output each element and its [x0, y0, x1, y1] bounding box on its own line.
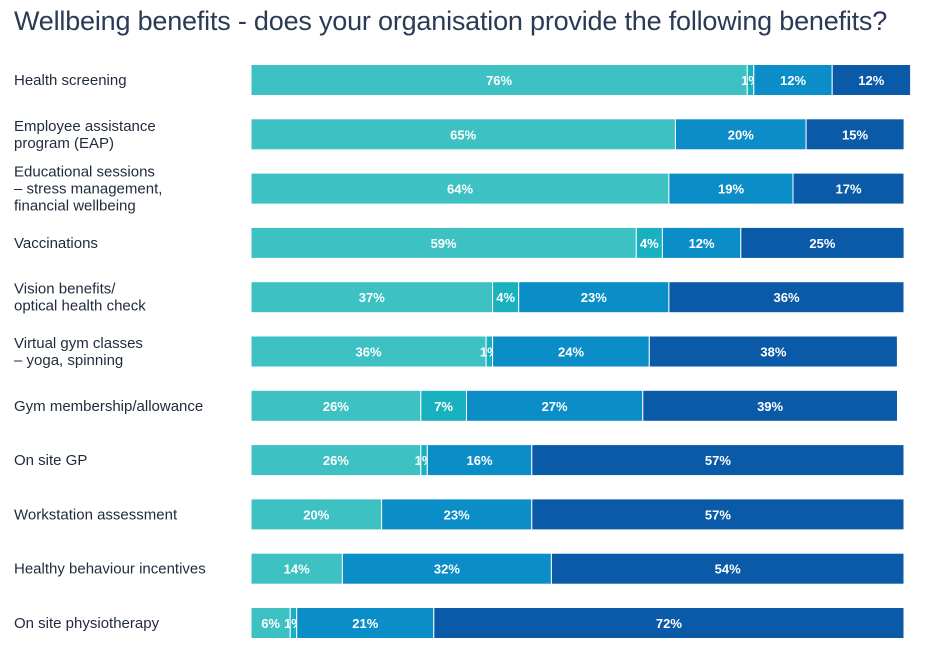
data-label: 76%: [486, 73, 512, 88]
row-label-line: On site physiotherapy: [14, 615, 160, 632]
data-label: 21%: [352, 616, 378, 631]
row-label: On site physiotherapy: [14, 615, 160, 632]
bar-segment: [531, 444, 905, 477]
bar-segment: [296, 607, 435, 639]
row-label: Workstation assessment: [14, 506, 178, 523]
data-label: 4%: [496, 290, 515, 305]
bar-segment: [250, 226, 637, 259]
bar-segment: [831, 64, 912, 96]
row-label: Healthy behaviour incentives: [14, 561, 206, 578]
bar-segment: [250, 607, 291, 639]
data-label: 59%: [431, 236, 457, 251]
data-label: 24%: [558, 345, 584, 360]
data-label: 54%: [715, 562, 741, 577]
row-labels: Health screening Employee assistance progr…: [14, 72, 206, 632]
data-label: 65%: [450, 127, 476, 142]
data-label: 26%: [323, 453, 349, 468]
bar-segment: [753, 64, 833, 96]
bar-segment: [518, 281, 670, 314]
row-label-line: Employee assistance: [14, 118, 156, 135]
bar-segment: [433, 607, 905, 639]
bar-segment: [250, 172, 670, 205]
data-label: 12%: [689, 236, 715, 251]
bar-segment: [492, 281, 520, 314]
bar-segment: [250, 64, 748, 96]
data-label: 16%: [466, 453, 492, 468]
row-label-line: Healthy behaviour incentives: [14, 561, 206, 578]
bar-segment: [792, 172, 905, 205]
row-label-line: Workstation assessment: [14, 506, 178, 523]
bar-segment: [420, 389, 467, 422]
bar-segment: [675, 118, 807, 151]
bar-segment: [426, 444, 533, 477]
row-label-line: Vision benefits/: [14, 281, 116, 298]
bar-segment: [740, 226, 905, 259]
bar-segment: [635, 226, 663, 259]
data-label: 36%: [355, 345, 381, 360]
row-label-line: – yoga, spinning: [14, 352, 123, 369]
data-label: 72%: [656, 616, 682, 631]
row-label-line: – stress management,: [14, 181, 162, 198]
data-label: 57%: [705, 507, 731, 522]
row-label-line: optical health check: [14, 298, 146, 315]
bars: 76% 1% 12% 12%65% 20% 15%64% 19% 17%59% 4% 12% 25%…: [250, 64, 912, 639]
data-label: 37%: [359, 290, 385, 305]
row-label: Vaccinations: [14, 235, 98, 252]
bar-segment: [250, 552, 343, 585]
row-label: Health screening: [14, 72, 127, 89]
row-label-line: On site GP: [14, 452, 87, 469]
data-label: 38%: [760, 345, 786, 360]
data-label: 27%: [542, 399, 568, 414]
data-label: 17%: [835, 182, 861, 197]
bar-segment: [550, 552, 905, 585]
data-label: 64%: [447, 182, 473, 197]
row-label: Employee assistance program (EAP): [14, 118, 156, 152]
row-label-line: Health screening: [14, 72, 127, 89]
chart-title: Wellbeing benefits - does your organisat…: [14, 6, 888, 36]
bar-segment: [250, 498, 383, 531]
data-label: 26%: [323, 399, 349, 414]
bar-segment: [805, 118, 905, 151]
bar-segment: [648, 335, 898, 368]
data-label: 7%: [434, 399, 453, 414]
data-label: 19%: [718, 182, 744, 197]
bar-segment: [668, 281, 905, 314]
row-label-line: Virtual gym classes: [14, 335, 143, 352]
row-label-line: Vaccinations: [14, 235, 98, 252]
data-label: 12%: [780, 73, 806, 88]
data-label: 20%: [303, 507, 329, 522]
data-label: 39%: [757, 399, 783, 414]
bar-segment: [250, 389, 422, 422]
data-label: 6%: [261, 616, 280, 631]
data-label: 14%: [284, 562, 310, 577]
data-label: 12%: [858, 73, 884, 88]
data-label: 23%: [581, 290, 607, 305]
row-label: Gym membership/allowance: [14, 398, 203, 415]
bar-segment: [341, 552, 552, 585]
data-label: 15%: [842, 127, 868, 142]
row-label-line: program (EAP): [14, 135, 114, 152]
bar-segment: [250, 444, 422, 477]
row-label: On site GP: [14, 452, 87, 469]
data-label: 23%: [444, 507, 470, 522]
bar-segment: [642, 389, 898, 422]
bar-segment: [492, 335, 650, 368]
row-label-line: Educational sessions: [14, 164, 155, 181]
data-label: 36%: [773, 290, 799, 305]
data-label: 57%: [705, 453, 731, 468]
bar-segment: [531, 498, 905, 531]
data-label: 20%: [728, 127, 754, 142]
row-label-line: financial wellbeing: [14, 198, 136, 215]
row-label-line: Gym membership/allowance: [14, 398, 203, 415]
data-label: 32%: [434, 562, 460, 577]
bar-segment: [668, 172, 794, 205]
bar-segment: [250, 281, 494, 314]
data-label: 4%: [640, 236, 659, 251]
row-label: Vision benefits/optical health check: [14, 281, 146, 315]
data-label: 25%: [809, 236, 835, 251]
row-label: Virtual gym classes – yoga, spinning: [14, 335, 143, 369]
row-label: Educational sessions – stress management,…: [14, 164, 162, 215]
